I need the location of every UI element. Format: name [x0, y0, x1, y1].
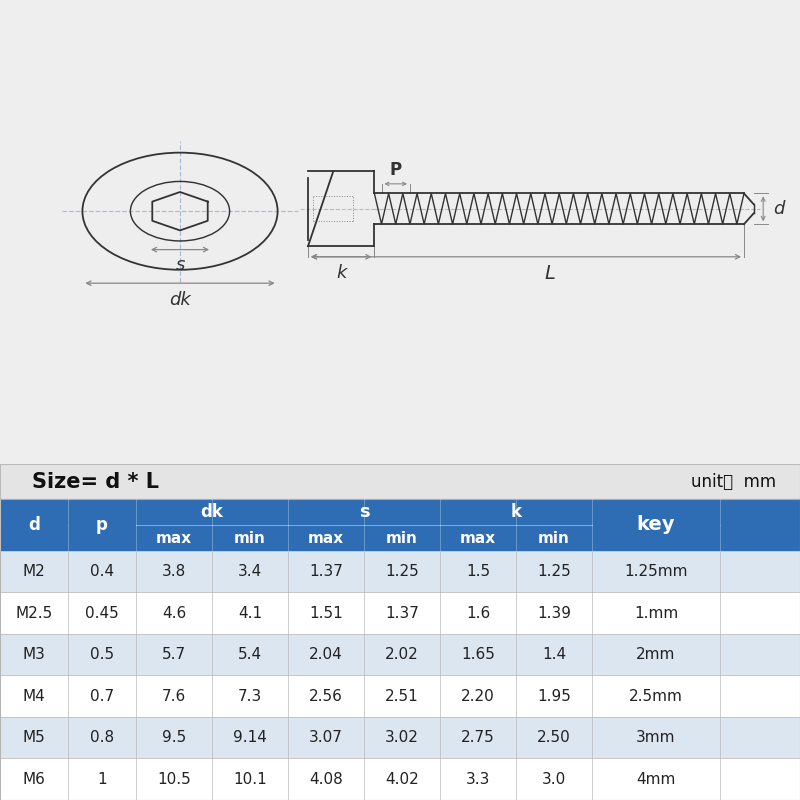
Text: 9.5: 9.5: [162, 730, 186, 745]
Text: 3.4: 3.4: [238, 564, 262, 579]
Text: 1.25: 1.25: [385, 564, 419, 579]
Text: M2: M2: [22, 564, 46, 579]
Text: 1.37: 1.37: [385, 606, 419, 621]
Text: dk: dk: [201, 503, 223, 522]
Text: 1.25mm: 1.25mm: [624, 564, 688, 579]
Text: 2.50: 2.50: [537, 730, 571, 745]
Text: M5: M5: [22, 730, 46, 745]
Text: 1.6: 1.6: [466, 606, 490, 621]
FancyBboxPatch shape: [0, 464, 800, 499]
Text: 4.08: 4.08: [309, 772, 343, 786]
Text: s: s: [358, 503, 370, 522]
Text: 1.65: 1.65: [461, 647, 495, 662]
FancyBboxPatch shape: [0, 499, 800, 526]
Text: P: P: [390, 161, 402, 179]
FancyBboxPatch shape: [68, 499, 136, 550]
Text: k: k: [510, 503, 522, 522]
Text: k: k: [336, 263, 346, 282]
Text: d: d: [773, 200, 784, 218]
Text: L: L: [545, 263, 555, 282]
Text: max: max: [460, 530, 496, 546]
Text: M4: M4: [22, 689, 46, 704]
Text: d: d: [28, 516, 40, 534]
Text: 2.51: 2.51: [385, 689, 419, 704]
Text: 1.mm: 1.mm: [634, 606, 678, 621]
Text: 3.3: 3.3: [466, 772, 490, 786]
Text: 5.4: 5.4: [238, 647, 262, 662]
Text: 1.4: 1.4: [542, 647, 566, 662]
Text: 4.6: 4.6: [162, 606, 186, 621]
Text: p: p: [96, 516, 108, 534]
Text: 5.7: 5.7: [162, 647, 186, 662]
Text: 1.95: 1.95: [537, 689, 571, 704]
FancyBboxPatch shape: [592, 499, 720, 550]
Text: 2.5mm: 2.5mm: [629, 689, 683, 704]
Text: 2.02: 2.02: [385, 647, 419, 662]
Text: 10.5: 10.5: [157, 772, 191, 786]
Text: min: min: [538, 530, 570, 546]
Text: 2.04: 2.04: [309, 647, 343, 662]
Text: dk: dk: [169, 291, 191, 309]
Text: M3: M3: [22, 647, 46, 662]
Text: min: min: [386, 530, 418, 546]
Text: s: s: [175, 256, 185, 274]
Text: 1.25: 1.25: [537, 564, 571, 579]
Text: Size= d * L: Size= d * L: [32, 472, 159, 492]
Text: 3mm: 3mm: [636, 730, 676, 745]
Text: 1.51: 1.51: [309, 606, 343, 621]
Text: 0.45: 0.45: [85, 606, 119, 621]
Text: 9.14: 9.14: [233, 730, 267, 745]
Text: 1.5: 1.5: [466, 564, 490, 579]
Text: 3.07: 3.07: [309, 730, 343, 745]
Text: max: max: [308, 530, 344, 546]
Text: M2.5: M2.5: [15, 606, 53, 621]
Text: 3.8: 3.8: [162, 564, 186, 579]
FancyBboxPatch shape: [0, 717, 800, 758]
FancyBboxPatch shape: [0, 634, 800, 675]
Text: 1.37: 1.37: [309, 564, 343, 579]
FancyBboxPatch shape: [0, 526, 800, 550]
Text: 4.1: 4.1: [238, 606, 262, 621]
Text: key: key: [637, 515, 675, 534]
Text: 2.56: 2.56: [309, 689, 343, 704]
Text: 0.8: 0.8: [90, 730, 114, 745]
FancyBboxPatch shape: [0, 550, 800, 592]
Text: unit：  mm: unit： mm: [691, 473, 776, 490]
FancyBboxPatch shape: [0, 499, 68, 550]
Text: 4.02: 4.02: [385, 772, 419, 786]
FancyBboxPatch shape: [0, 758, 800, 800]
Text: 3.02: 3.02: [385, 730, 419, 745]
Text: 2.75: 2.75: [461, 730, 495, 745]
Text: 2.20: 2.20: [461, 689, 495, 704]
Text: 0.4: 0.4: [90, 564, 114, 579]
Text: 10.1: 10.1: [233, 772, 267, 786]
Text: M6: M6: [22, 772, 46, 786]
Text: 1: 1: [97, 772, 107, 786]
Text: min: min: [234, 530, 266, 546]
Text: 0.7: 0.7: [90, 689, 114, 704]
FancyBboxPatch shape: [0, 675, 800, 717]
Text: 1.39: 1.39: [537, 606, 571, 621]
Text: max: max: [156, 530, 192, 546]
Text: 4mm: 4mm: [636, 772, 676, 786]
FancyBboxPatch shape: [0, 592, 800, 634]
Text: 7.6: 7.6: [162, 689, 186, 704]
Text: 7.3: 7.3: [238, 689, 262, 704]
Text: 0.5: 0.5: [90, 647, 114, 662]
Text: 2mm: 2mm: [636, 647, 676, 662]
Text: 3.0: 3.0: [542, 772, 566, 786]
